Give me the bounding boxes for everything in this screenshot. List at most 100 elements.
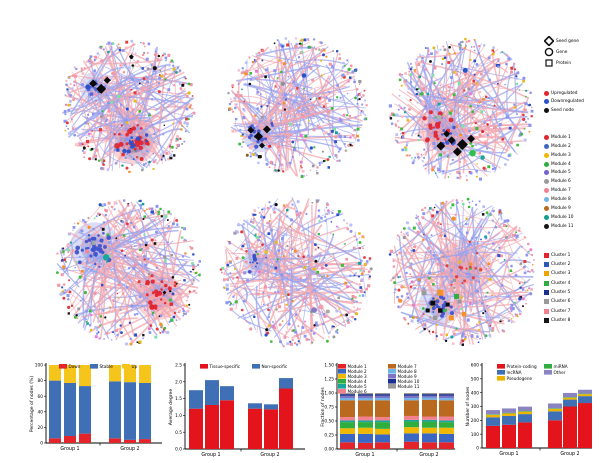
marker-circle bbox=[486, 123, 489, 126]
network-panel-6 bbox=[384, 195, 538, 353]
bar-segment bbox=[358, 422, 373, 428]
group-label: Group 1 bbox=[355, 452, 374, 458]
marker-diamond bbox=[96, 83, 107, 94]
legend-label: Module 4 bbox=[551, 161, 571, 167]
legend-label: miRNA bbox=[554, 364, 568, 369]
bar-segment bbox=[563, 397, 577, 400]
bar-segment bbox=[486, 410, 500, 415]
legend-swatch bbox=[544, 370, 552, 375]
y-tick-label: 2.0 bbox=[175, 379, 182, 385]
bar-segment bbox=[439, 422, 454, 428]
bar-segment bbox=[340, 428, 355, 434]
bar-segment bbox=[404, 441, 419, 449]
marker-circle bbox=[480, 155, 485, 160]
legend-swatch bbox=[388, 374, 396, 379]
bar-segment bbox=[502, 424, 516, 448]
marker-circle bbox=[170, 318, 174, 322]
cluster-legend-item: Cluster 2 bbox=[544, 260, 570, 268]
color-dot-swatch bbox=[544, 152, 549, 158]
color-dot-swatch bbox=[544, 214, 549, 220]
legend-label: Module 2 bbox=[348, 369, 368, 374]
bar-segment bbox=[109, 438, 121, 443]
bar-segment bbox=[578, 403, 592, 448]
bar-segment bbox=[375, 420, 390, 423]
network-panel-2 bbox=[224, 34, 370, 184]
bar-segment bbox=[422, 427, 437, 434]
bar-segment bbox=[279, 378, 293, 389]
marker-square bbox=[454, 293, 460, 299]
bar-segment bbox=[439, 394, 454, 396]
marker-circle bbox=[159, 322, 163, 327]
bar-segment bbox=[486, 414, 500, 418]
bar-segment bbox=[404, 400, 419, 416]
marker-circle bbox=[287, 293, 290, 297]
legend-swatch bbox=[388, 364, 396, 369]
bar-segment bbox=[340, 417, 355, 421]
network-svg bbox=[388, 197, 535, 346]
legend-label: Other bbox=[554, 370, 566, 375]
bar-segment bbox=[375, 422, 390, 429]
shape-legend-item: Gene bbox=[544, 47, 567, 57]
bar-segment bbox=[49, 380, 61, 439]
node-color-legend-item: Downregulated bbox=[544, 98, 584, 106]
legend-label: Module 1 bbox=[551, 135, 571, 140]
bar-segment bbox=[220, 400, 234, 449]
bar-segment bbox=[563, 392, 577, 398]
marker-circle bbox=[84, 249, 90, 254]
bar-chart-d: 0 100 200 300 400 500 600 Number of nodes Group … bbox=[455, 356, 600, 463]
bar-segment bbox=[375, 394, 390, 396]
color-dot-swatch bbox=[544, 107, 549, 113]
bar-segment bbox=[375, 428, 390, 435]
bar-segment bbox=[502, 415, 516, 425]
bar-segment bbox=[264, 409, 278, 449]
bar-segment bbox=[340, 442, 355, 449]
bar-segment bbox=[340, 395, 355, 399]
y-tick-label: 0 bbox=[476, 446, 479, 452]
bar-segment bbox=[358, 433, 373, 443]
module-legend-item: Module 7 bbox=[544, 187, 571, 195]
marker-circle bbox=[261, 243, 264, 246]
bar-segment bbox=[340, 398, 355, 401]
bar-segment bbox=[502, 413, 516, 416]
marker-circle bbox=[102, 254, 110, 261]
y-tick-label: 0.50 bbox=[324, 419, 334, 425]
legend-label: Down bbox=[69, 364, 81, 369]
group-label: Group 2 bbox=[260, 452, 279, 458]
node-color-legend-item: Seed node bbox=[544, 106, 574, 114]
color-square-swatch bbox=[544, 271, 549, 277]
legend-label: Module 10 bbox=[398, 379, 420, 384]
network-edges bbox=[389, 198, 534, 346]
bar-segment bbox=[139, 439, 151, 443]
bar-segment bbox=[375, 393, 390, 395]
bar-segment bbox=[124, 382, 136, 440]
bar-segment bbox=[358, 420, 373, 423]
bar-segment bbox=[518, 406, 532, 412]
legend-label: Downregulated bbox=[551, 99, 584, 104]
legend-swatch bbox=[388, 369, 396, 374]
bar-chart-a: 0 20 40 60 80 100 Percentage of nodes (%) Group… bbox=[22, 356, 172, 463]
y-tick-label: 2.5 bbox=[175, 363, 182, 369]
marker-circle bbox=[302, 255, 305, 259]
marker-square bbox=[437, 289, 444, 296]
bar-segment bbox=[439, 400, 454, 417]
legend-label: Pseudogene bbox=[507, 376, 533, 381]
legend-swatch bbox=[338, 364, 346, 369]
marker-diamond bbox=[467, 134, 476, 143]
marker-circle bbox=[317, 232, 321, 236]
marker-diamond bbox=[447, 136, 456, 145]
color-dot-swatch bbox=[544, 135, 549, 140]
legend-label: Module 4 bbox=[348, 379, 368, 384]
bar-segment bbox=[404, 415, 419, 420]
module-legend-item: Module 8 bbox=[544, 196, 571, 204]
bar-segment bbox=[375, 400, 390, 418]
legend-label: Module 8 bbox=[551, 197, 571, 202]
legend-label: Upregulated bbox=[551, 90, 578, 96]
legend-label: Up bbox=[132, 364, 138, 369]
module-legend-item: Module 5 bbox=[544, 169, 571, 177]
legend-label: Protein bbox=[556, 60, 572, 66]
marker-circle bbox=[281, 81, 285, 86]
legend-label: Seed node bbox=[551, 107, 574, 113]
legend-label: Module 11 bbox=[551, 223, 574, 229]
bar-segment bbox=[340, 433, 355, 443]
